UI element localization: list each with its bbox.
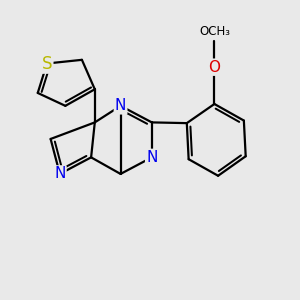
Text: OCH₃: OCH₃	[199, 26, 230, 38]
Text: N: N	[54, 167, 65, 182]
Text: O: O	[208, 60, 220, 75]
Text: N: N	[115, 98, 126, 113]
Text: N: N	[146, 150, 158, 165]
Text: S: S	[42, 55, 52, 73]
